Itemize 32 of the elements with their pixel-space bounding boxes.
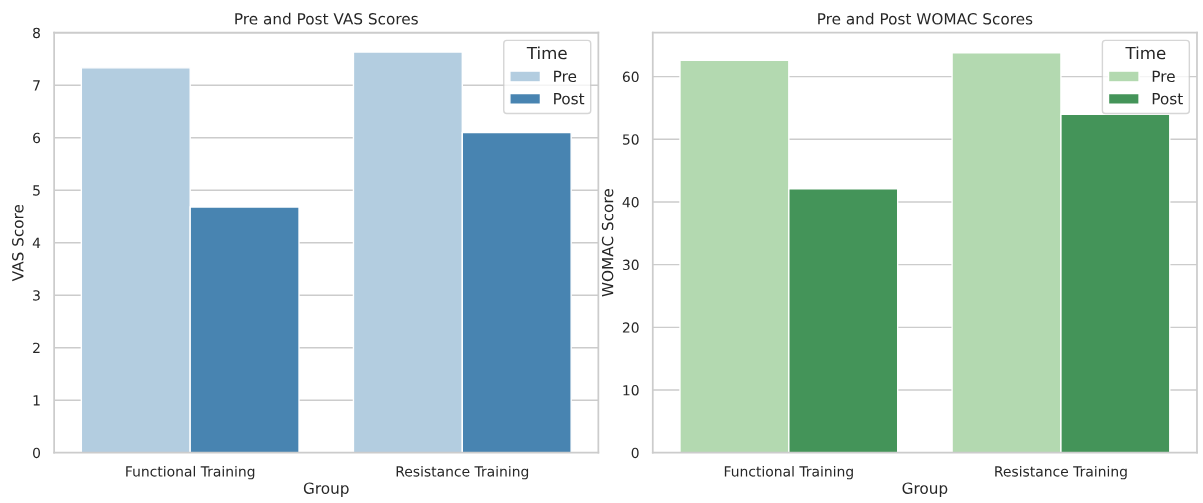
- x-axis-title: Group: [902, 482, 948, 497]
- legend-title: Time: [1125, 46, 1166, 60]
- y-tick-label: 60: [622, 71, 639, 83]
- legend-title: Time: [526, 46, 567, 60]
- y-tick-label: 6: [33, 132, 41, 144]
- y-tick-label: 50: [622, 134, 639, 145]
- chart-title: Pre and Post VAS Scores: [235, 12, 418, 25]
- y-tick-label: 1: [33, 395, 40, 406]
- x-tick-label: Resistance Training: [396, 465, 529, 480]
- y-tick-label: 40: [622, 196, 639, 208]
- y-tick-label: 7: [33, 80, 40, 91]
- legend-label: Pre: [554, 70, 577, 83]
- x-tick-label: Functional Training: [126, 465, 255, 480]
- legend-label: Pre: [1152, 70, 1175, 83]
- y-axis-title: VAS Score: [12, 204, 24, 282]
- y-tick-label: 0: [631, 447, 639, 459]
- y-tick-label: 4: [32, 237, 41, 248]
- legend-label: Post: [1152, 93, 1183, 105]
- chart-title: Pre and Post WOMAC Scores: [818, 12, 1033, 25]
- y-axis-title: WOMAC Score: [601, 189, 614, 297]
- x-axis-title: Group: [303, 482, 349, 497]
- y-tick-label: 8: [33, 27, 40, 39]
- y-tick-label: 5: [33, 185, 40, 196]
- y-tick-label: 20: [622, 322, 639, 333]
- x-tick-label: Resistance Training: [995, 465, 1127, 480]
- y-tick-label: 10: [623, 384, 639, 396]
- legend-label: Post: [554, 93, 585, 105]
- y-tick-label: 0: [33, 447, 41, 459]
- y-tick-label: 30: [622, 259, 639, 271]
- y-tick-label: 3: [33, 290, 40, 301]
- y-tick-label: 2: [33, 342, 40, 353]
- x-tick-label: Functional Training: [724, 465, 853, 480]
